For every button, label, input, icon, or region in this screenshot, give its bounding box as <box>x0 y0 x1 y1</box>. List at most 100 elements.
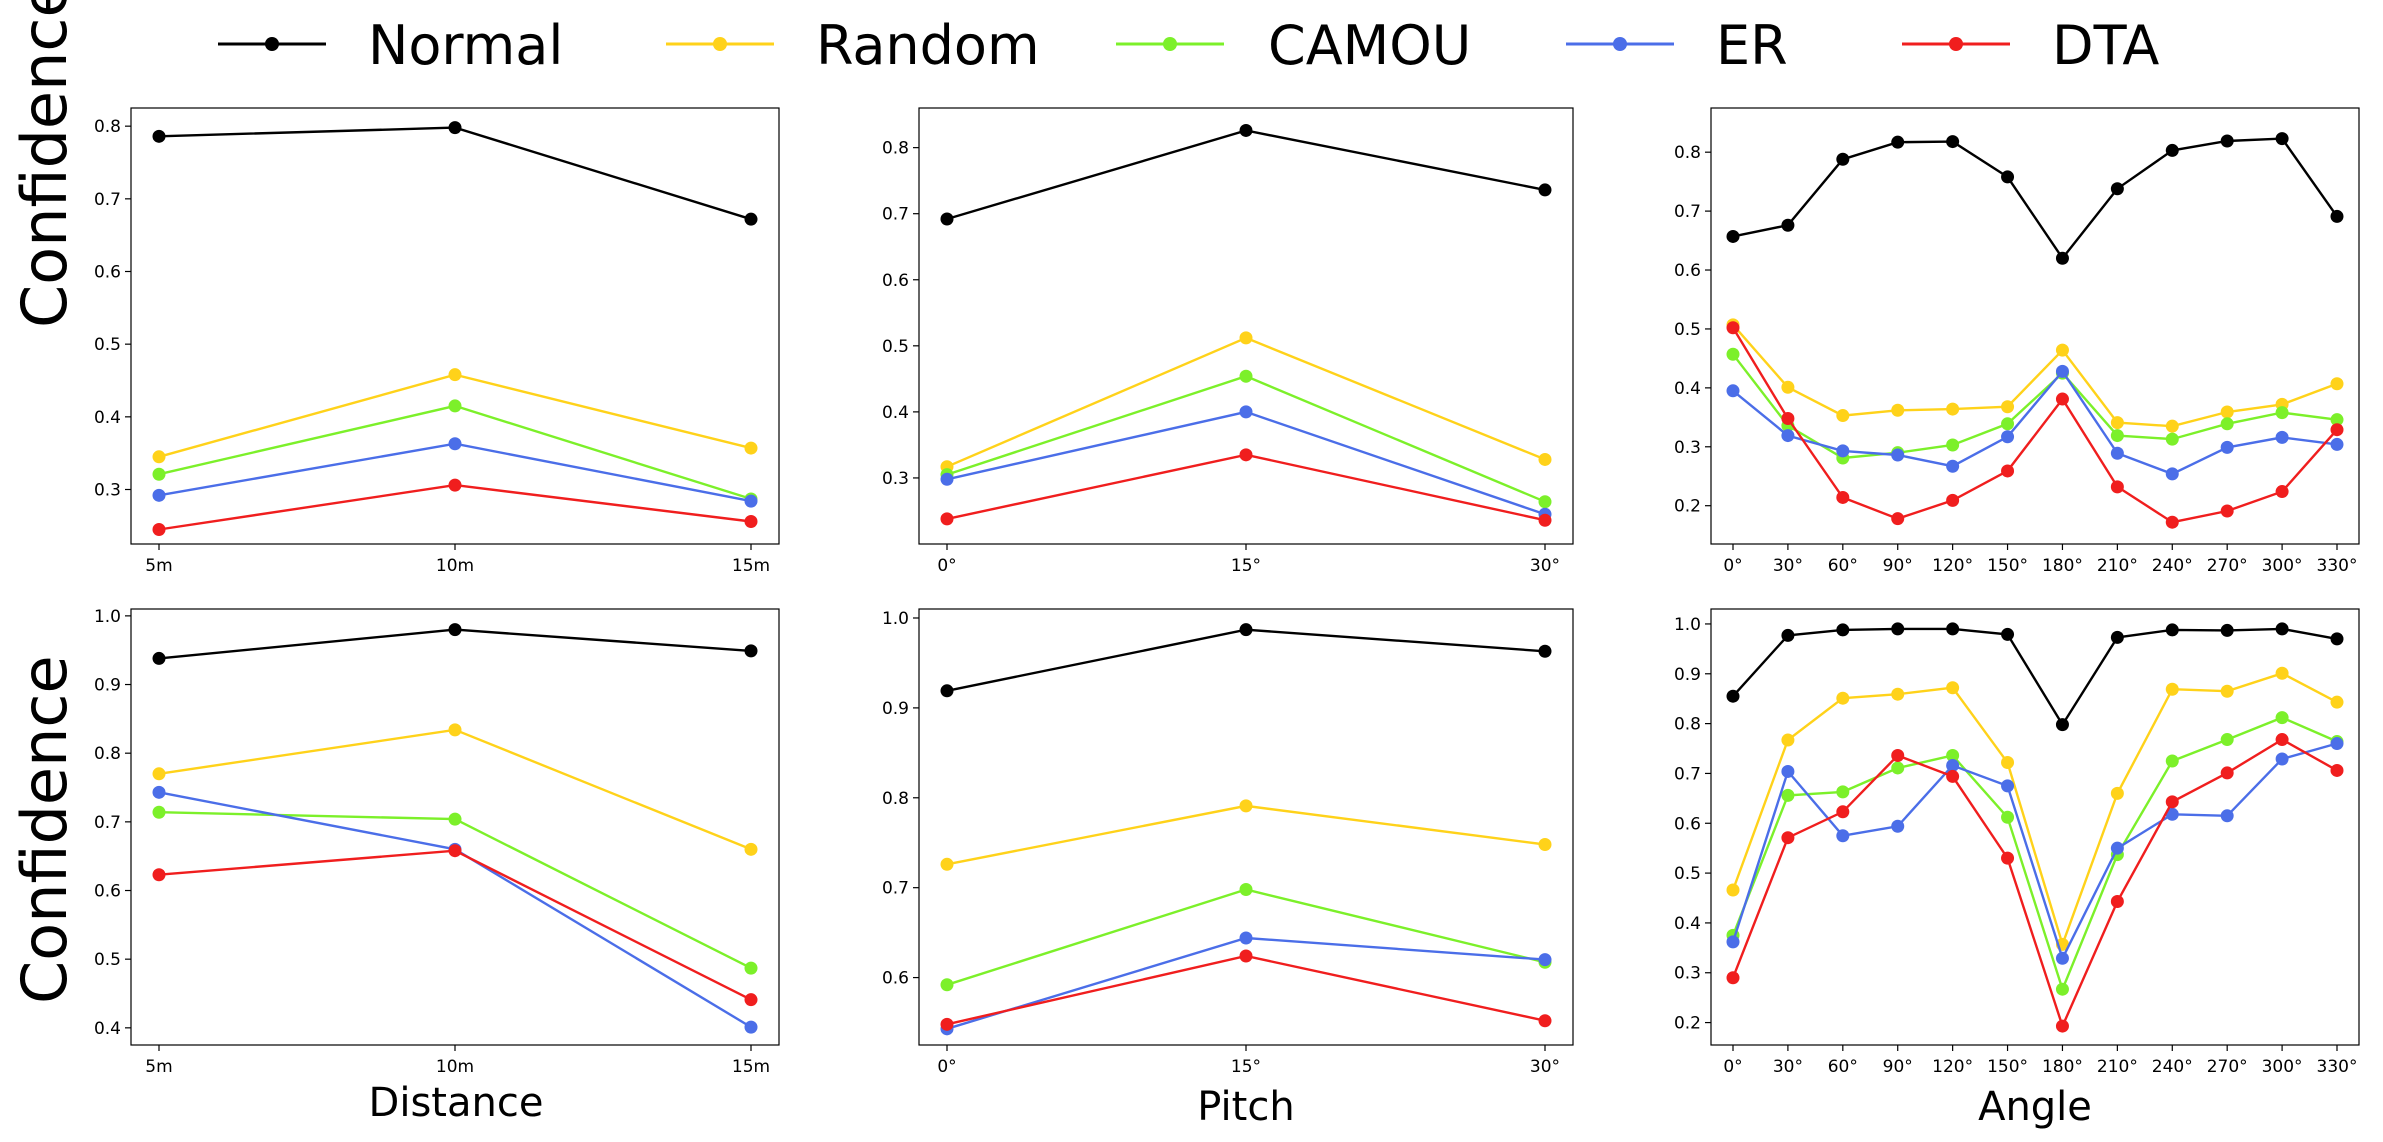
data-point-dta <box>2165 515 2179 529</box>
data-point-camou <box>2165 432 2179 446</box>
legend-item-normal: Normal <box>218 14 563 77</box>
data-point-er <box>2220 440 2234 454</box>
y-tick-label: 0.8 <box>94 117 121 137</box>
data-point-er <box>2165 807 2179 821</box>
data-point-dta <box>2055 392 2069 406</box>
y-tick-label: 0.4 <box>94 408 121 428</box>
data-point-camou <box>1946 438 1960 452</box>
series-line-camou <box>158 811 752 970</box>
x-tick-label: 330° <box>2317 556 2358 576</box>
data-point-camou <box>744 961 758 975</box>
data-point-normal <box>940 684 954 698</box>
data-point-camou <box>2055 982 2069 996</box>
x-tick-label: 0° <box>937 1057 956 1077</box>
series-line-er <box>1731 742 2338 962</box>
data-point-random <box>1891 687 1905 701</box>
data-point-er <box>1239 931 1253 945</box>
series-line-random <box>946 804 1546 866</box>
y-tick-label: 0.8 <box>882 139 909 159</box>
legend-marker-normal <box>265 37 279 51</box>
data-point-random <box>1891 403 1905 417</box>
data-point-camou <box>2220 417 2234 431</box>
data-point-camou <box>2001 417 2015 431</box>
series-line-dta <box>1731 738 2338 1030</box>
data-point-dta <box>2110 894 2124 908</box>
x-tick-label: 300° <box>2262 1057 2303 1077</box>
data-point-camou <box>2275 406 2289 420</box>
data-point-normal <box>2220 623 2234 637</box>
data-point-er <box>1836 829 1850 843</box>
data-point-random <box>1239 331 1253 345</box>
data-point-er <box>744 494 758 508</box>
data-point-normal <box>744 212 758 226</box>
series-line-dta <box>158 849 752 1001</box>
series-line-er <box>1732 369 2338 476</box>
data-point-er <box>1781 429 1795 443</box>
data-point-er <box>2275 430 2289 444</box>
data-point-er <box>152 785 166 799</box>
data-point-random <box>1946 402 1960 416</box>
data-point-camou <box>152 805 166 819</box>
y-tick-label: 0.5 <box>882 337 909 357</box>
data-point-er <box>1538 953 1552 967</box>
y-tick-label: 0.7 <box>94 190 121 210</box>
data-point-normal <box>2055 718 2069 732</box>
legend-item-dta: DTA <box>1902 14 2159 77</box>
data-point-dta <box>1538 1014 1552 1028</box>
data-point-dta <box>1538 513 1552 527</box>
data-point-normal <box>1836 152 1850 166</box>
x-axis-label-angle: Angle <box>1978 1084 2092 1130</box>
data-point-dta <box>2055 1019 2069 1033</box>
data-point-random <box>2165 419 2179 433</box>
series-line-dta <box>1731 327 2338 524</box>
data-point-dta <box>1891 512 1905 526</box>
data-point-er <box>1946 459 1960 473</box>
y-tick-label: 0.5 <box>94 335 121 355</box>
x-tick-label: 330° <box>2317 1057 2358 1077</box>
series-line-camou <box>1732 353 2338 460</box>
series-line-normal <box>946 129 1546 221</box>
y-tick-label: 0.8 <box>1674 143 1701 163</box>
y-tick-label: 0.3 <box>94 481 121 501</box>
data-point-camou <box>1781 788 1795 802</box>
y-tick-label: 0.7 <box>1674 764 1701 784</box>
data-point-dta <box>2110 480 2124 494</box>
x-tick-label: 5m <box>145 1057 172 1077</box>
data-point-normal <box>1726 229 1740 243</box>
data-point-dta <box>1836 490 1850 504</box>
data-point-random <box>2275 666 2289 680</box>
y-tick-label: 1.0 <box>882 609 909 629</box>
x-axis-label-pitch: Pitch <box>1197 1084 1294 1130</box>
series-line-normal <box>1732 627 2338 727</box>
y-tick-label: 1.0 <box>94 607 121 627</box>
data-point-dta <box>1239 949 1253 963</box>
x-tick-label: 90° <box>1883 556 1913 576</box>
plot-frame <box>1710 107 2360 545</box>
data-point-normal <box>2055 251 2069 265</box>
data-point-random <box>940 857 954 871</box>
data-point-normal <box>2001 170 2015 184</box>
data-point-normal <box>940 212 954 226</box>
data-point-normal <box>1538 644 1552 658</box>
data-point-camou <box>1726 347 1740 361</box>
legend-label-er: ER <box>1716 14 1788 77</box>
data-point-camou <box>152 467 166 481</box>
y-tick-label: 0.8 <box>882 789 909 809</box>
x-tick-label: 15° <box>1231 556 1261 576</box>
data-point-random <box>1946 681 1960 695</box>
data-point-dta <box>940 512 954 526</box>
x-tick-label: 15m <box>732 1057 770 1077</box>
legend-label-camou: CAMOU <box>1268 14 1471 77</box>
legend-item-camou: CAMOU <box>1116 14 1471 77</box>
data-point-dta <box>448 844 462 858</box>
data-point-dta <box>2220 766 2234 780</box>
data-point-normal <box>2330 209 2344 223</box>
x-tick-label: 270° <box>2207 1057 2248 1077</box>
data-point-camou <box>1836 785 1850 799</box>
data-point-er <box>2330 737 2344 751</box>
data-point-dta <box>1726 971 1740 985</box>
y-tick-label: 0.9 <box>1674 665 1701 685</box>
x-tick-label: 10m <box>436 1057 474 1077</box>
data-point-normal <box>2275 132 2289 146</box>
data-point-er <box>940 472 954 486</box>
